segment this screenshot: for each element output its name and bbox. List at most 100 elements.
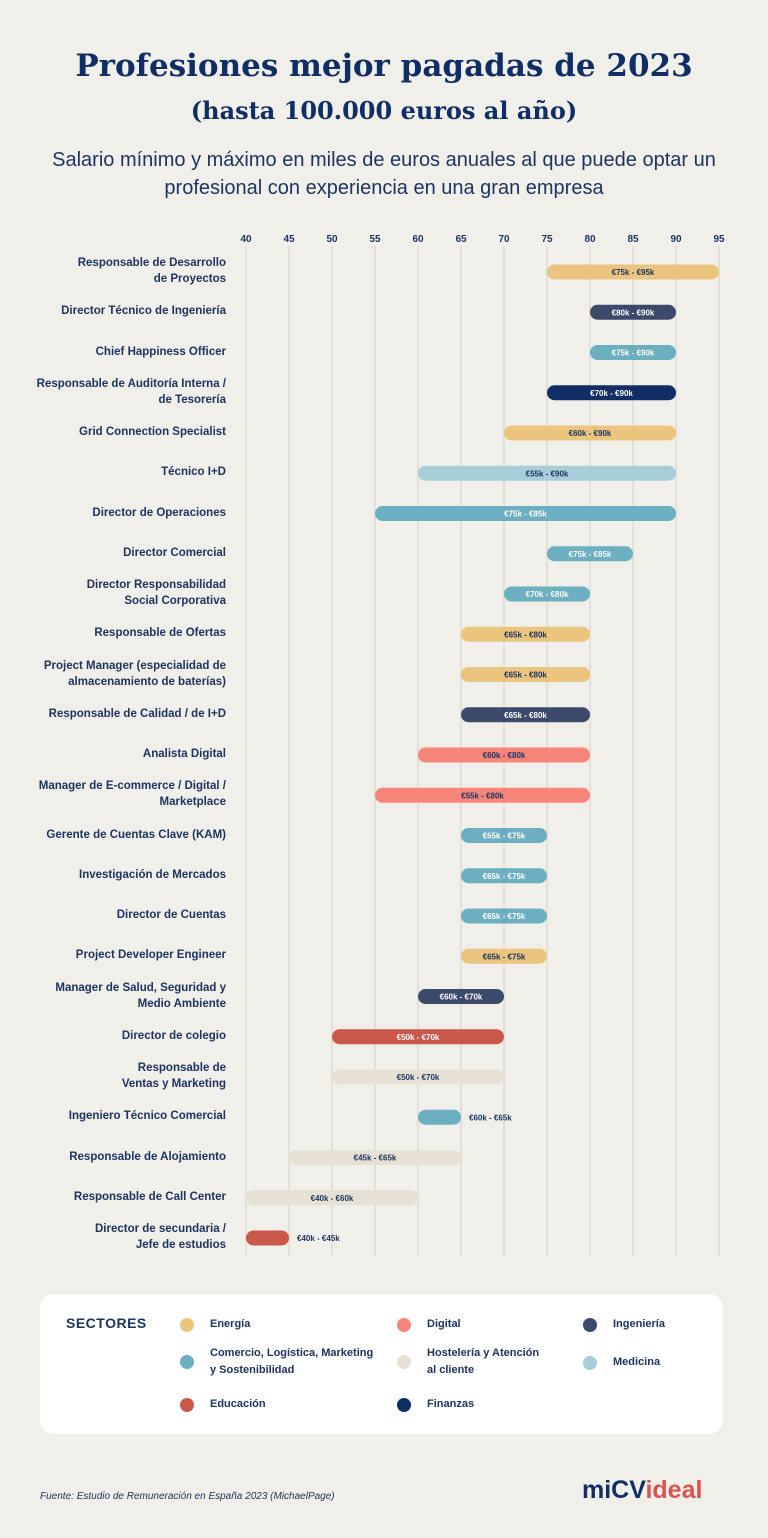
- range-bar: [547, 546, 633, 562]
- row-label: Responsable de Call Center: [73, 1190, 226, 1203]
- legend-item-ingenieria: Ingeniería: [583, 1316, 665, 1333]
- bar-value-label: €70k - €90k: [590, 389, 633, 398]
- row-label: Director Comercial: [123, 546, 226, 559]
- bar-value-label: €45k - €65k: [354, 1154, 397, 1163]
- row-label: Investigación de Mercados: [79, 868, 226, 881]
- x-tick-label: 50: [326, 234, 338, 245]
- legend-label-educacion: Educación: [210, 1398, 266, 1410]
- legend-item-energia: Energía: [180, 1316, 250, 1333]
- row-label: Director de colegio: [121, 1029, 226, 1042]
- legend-item-medicina: Medicina: [583, 1354, 660, 1371]
- legend-item-finanzas: Finanzas: [397, 1396, 474, 1413]
- bar-value-label: €60k - €65k: [469, 1113, 512, 1122]
- page-title: Profesiones mejor pagadas de 2023: [75, 48, 693, 84]
- bar-value-label: €60k - €90k: [569, 429, 612, 438]
- row-label: Director de Cuentas: [116, 909, 226, 921]
- legend-label-digital: Digital: [427, 1318, 461, 1330]
- row-label: Analista Digital: [142, 748, 226, 760]
- range-bar: [418, 1109, 461, 1125]
- x-tick-label: 90: [670, 234, 682, 245]
- bar-value-label: €40k - €45k: [297, 1234, 340, 1243]
- x-tick-label: 60: [412, 234, 424, 245]
- bar-value-label: €65k - €75k: [483, 952, 526, 961]
- range-bar: [504, 425, 676, 441]
- x-tick-label: 40: [240, 234, 252, 245]
- x-tick-label: 85: [627, 234, 639, 245]
- row-label: Responsable de Ofertas: [94, 627, 226, 640]
- row-labels: Responsable de Desarrollo de Proyectos Di…: [0, 220, 768, 1270]
- range-bar: [332, 1029, 504, 1045]
- legend-dot-hosteleria: [397, 1355, 411, 1369]
- row-label: Responsable de Calidad / de I+D: [48, 707, 226, 720]
- legend-dot-energia: [180, 1317, 194, 1332]
- row-label: Manager de E-commerce / Digital / Market…: [38, 780, 226, 809]
- bar-value-label: €65k - €75k: [483, 872, 526, 881]
- range-bar: [590, 304, 676, 320]
- x-tick-label: 45: [283, 234, 295, 245]
- bar-value-label: €50k - €70k: [397, 1073, 440, 1082]
- bar-value-label: €65k - €75k: [483, 912, 526, 921]
- range-bar: [504, 586, 590, 602]
- row-label: Project Manager (especialidad de almacen…: [43, 659, 226, 688]
- range-bar: [418, 989, 504, 1004]
- x-tick-label: 75: [541, 234, 553, 245]
- legend-label-hosteleria: Hostelería y Atención al cliente: [427, 1347, 540, 1376]
- row-label: Técnico I+D: [161, 466, 226, 479]
- legend-label-energia: Energía: [210, 1318, 251, 1330]
- range-bar: [461, 908, 547, 924]
- bar-value-label: €50k - €70k: [397, 1033, 440, 1042]
- bar-value-label: €75k - €90k: [612, 349, 655, 358]
- row-label: Director de Operaciones: [92, 506, 226, 519]
- bar-value-label: €70k - €80k: [526, 590, 569, 599]
- legend-label-ingenieria: Ingeniería: [613, 1318, 665, 1330]
- x-tick-label: 70: [498, 234, 510, 245]
- bar-value-label: €65k - €80k: [504, 711, 547, 720]
- brand-logo-part1: miCV: [582, 1476, 646, 1504]
- row-label: Project Developer Engineer: [75, 949, 226, 962]
- bar-value-label: €65k - €75k: [483, 832, 526, 841]
- legend-dot-medicina: [583, 1355, 597, 1370]
- legend-dot-ingenieria: [583, 1317, 597, 1332]
- legend-label-finanzas: Finanzas: [427, 1398, 475, 1410]
- range-bar: [461, 707, 590, 723]
- legend-item-digital: Digital: [397, 1316, 461, 1333]
- bar-value-label: €80k - €90k: [612, 308, 655, 317]
- legend-dot-digital: [397, 1317, 411, 1332]
- x-tick-label: 55: [369, 234, 381, 245]
- legend-dot-comercio: [180, 1355, 194, 1369]
- x-tick-label: 80: [584, 234, 596, 245]
- row-label: Gerente de Cuentas Clave (KAM): [46, 828, 226, 841]
- legend-item-comercio: Comercio, Logística, Marketing y Sosteni…: [180, 1345, 373, 1379]
- bar-value-label: €60k - €80k: [483, 751, 526, 760]
- legend-item-hosteleria: Hostelería y Atención al cliente: [397, 1345, 539, 1379]
- row-label: Manager de Salud, Seguridad y Medio Ambi…: [55, 981, 226, 1010]
- row-label: Director Responsabilidad Social Corporat…: [86, 579, 226, 607]
- bar-value-label: €75k - €85k: [504, 510, 547, 519]
- salary-range-chart: 40 45 50 55 60 65 70 75 80 85 90 95 €75k - €95k €80k …: [0, 220, 768, 1270]
- range-bar: [547, 264, 719, 280]
- legend-title: SECTORES: [66, 1315, 147, 1331]
- row-label: Responsable de Desarrollo de Proyectos: [77, 257, 226, 285]
- range-bar: [332, 1069, 504, 1085]
- page-subtitle: (hasta 100.000 euros al año): [190, 96, 578, 125]
- bar-value-label: €40k - €60k: [311, 1194, 354, 1203]
- brand-logo: miCVideal: [582, 1476, 702, 1505]
- bar-value-label: €75k - €85k: [569, 550, 612, 559]
- row-label: Responsable de Ventas y Marketing: [121, 1062, 226, 1090]
- range-bar: [461, 868, 547, 884]
- bar-value-label: €55k - €90k: [526, 469, 569, 478]
- range-bar: [461, 828, 547, 843]
- row-label: Responsable de Alojamiento: [69, 1150, 226, 1163]
- bar-value-label: €65k - €80k: [504, 671, 547, 680]
- legend-dot-educacion: [180, 1397, 194, 1412]
- row-label: Responsable de Auditoría Interna / de Te…: [36, 377, 226, 406]
- bar-value-label: €75k - €95k: [612, 268, 655, 277]
- range-bar: [461, 948, 547, 964]
- row-label: Chief Happiness Officer: [95, 345, 226, 358]
- legend-label-comercio: Comercio, Logística, Marketing y Sosteni…: [210, 1347, 374, 1376]
- chart-canvas: 40 45 50 55 60 65 70 75 80 85 90 95 €75k - €95k €80k …: [240, 234, 725, 1256]
- bar-value-label: €65k - €80k: [504, 630, 547, 639]
- range-bar: [246, 1230, 289, 1246]
- range-bar: [461, 626, 590, 642]
- range-bar: [289, 1150, 461, 1165]
